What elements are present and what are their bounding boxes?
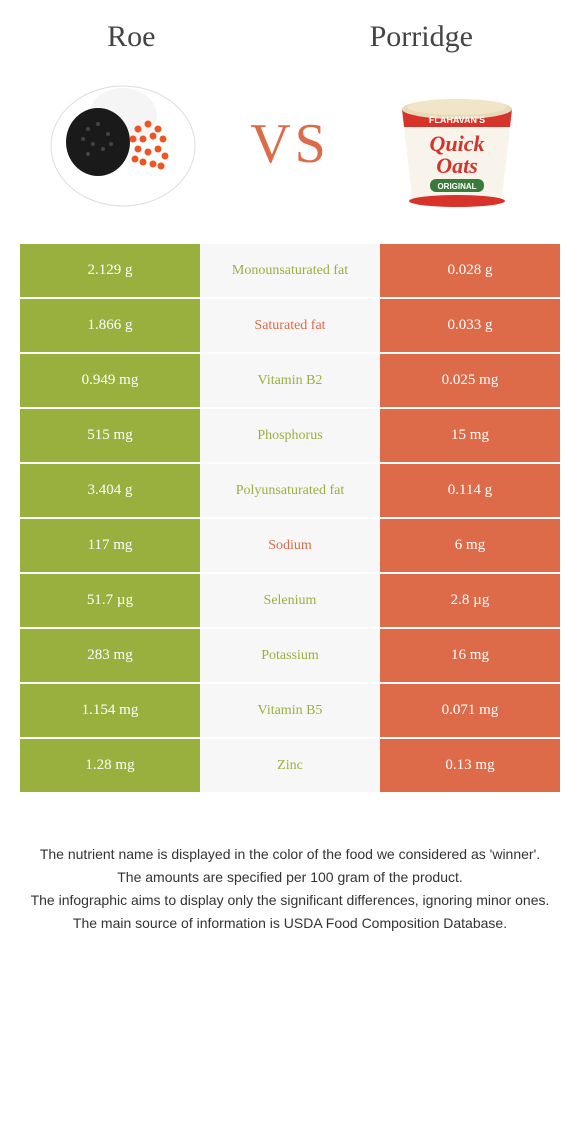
comparison-table: 2.129 gMonounsaturated fat0.028 g1.866 g… (20, 244, 560, 794)
value-porridge: 0.025 mg (380, 354, 560, 407)
footer-line: The amounts are specified per 100 gram o… (30, 867, 550, 888)
porridge-product-text-2: Oats (436, 153, 478, 178)
value-porridge: 0.028 g (380, 244, 560, 297)
table-row: 515 mgPhosphorus15 mg (20, 409, 560, 464)
value-roe: 283 mg (20, 629, 200, 682)
nutrient-name: Phosphorus (200, 409, 380, 462)
porridge-variant-text: ORIGINAL (437, 182, 476, 191)
nutrient-name: Potassium (200, 629, 380, 682)
food-title-right: Porridge (370, 20, 473, 54)
porridge-icon: FLAHAVAN'S Quick Oats ORIGINAL (382, 79, 532, 209)
table-row: 1.154 mgVitamin B50.071 mg (20, 684, 560, 739)
porridge-brand-text: FLAHAVAN'S (428, 115, 484, 125)
value-porridge: 0.13 mg (380, 739, 560, 792)
roe-icon (43, 74, 203, 214)
header: Roe Porridge (0, 0, 580, 64)
value-roe: 0.949 mg (20, 354, 200, 407)
value-roe: 51.7 µg (20, 574, 200, 627)
value-roe: 3.404 g (20, 464, 200, 517)
nutrient-name: Zinc (200, 739, 380, 792)
value-roe: 117 mg (20, 519, 200, 572)
table-row: 0.949 mgVitamin B20.025 mg (20, 354, 560, 409)
nutrient-name: Sodium (200, 519, 380, 572)
footer-line: The infographic aims to display only the… (30, 890, 550, 911)
vs-label: VS (250, 112, 330, 176)
nutrient-name: Polyunsaturated fat (200, 464, 380, 517)
value-porridge: 16 mg (380, 629, 560, 682)
nutrient-name: Vitamin B2 (200, 354, 380, 407)
roe-image (43, 74, 203, 214)
value-porridge: 0.071 mg (380, 684, 560, 737)
value-porridge: 15 mg (380, 409, 560, 462)
images-row: VS FLAHAVAN'S Quick Oats ORIGINAL (0, 64, 580, 244)
nutrient-name: Monounsaturated fat (200, 244, 380, 297)
value-porridge: 6 mg (380, 519, 560, 572)
value-roe: 1.28 mg (20, 739, 200, 792)
table-row: 117 mgSodium6 mg (20, 519, 560, 574)
table-row: 51.7 µgSelenium2.8 µg (20, 574, 560, 629)
nutrient-name: Saturated fat (200, 299, 380, 352)
value-roe: 515 mg (20, 409, 200, 462)
table-row: 283 mgPotassium16 mg (20, 629, 560, 684)
nutrient-name: Selenium (200, 574, 380, 627)
food-title-left: Roe (107, 20, 155, 54)
table-row: 3.404 gPolyunsaturated fat0.114 g (20, 464, 560, 519)
value-roe: 1.866 g (20, 299, 200, 352)
footer-line: The nutrient name is displayed in the co… (30, 844, 550, 865)
table-row: 1.866 gSaturated fat0.033 g (20, 299, 560, 354)
value-roe: 2.129 g (20, 244, 200, 297)
porridge-image: FLAHAVAN'S Quick Oats ORIGINAL (377, 74, 537, 214)
value-porridge: 0.114 g (380, 464, 560, 517)
footer-notes: The nutrient name is displayed in the co… (30, 844, 550, 936)
value-porridge: 0.033 g (380, 299, 560, 352)
footer-line: The main source of information is USDA F… (30, 913, 550, 934)
nutrient-name: Vitamin B5 (200, 684, 380, 737)
value-porridge: 2.8 µg (380, 574, 560, 627)
table-row: 1.28 mgZinc0.13 mg (20, 739, 560, 794)
table-row: 2.129 gMonounsaturated fat0.028 g (20, 244, 560, 299)
value-roe: 1.154 mg (20, 684, 200, 737)
